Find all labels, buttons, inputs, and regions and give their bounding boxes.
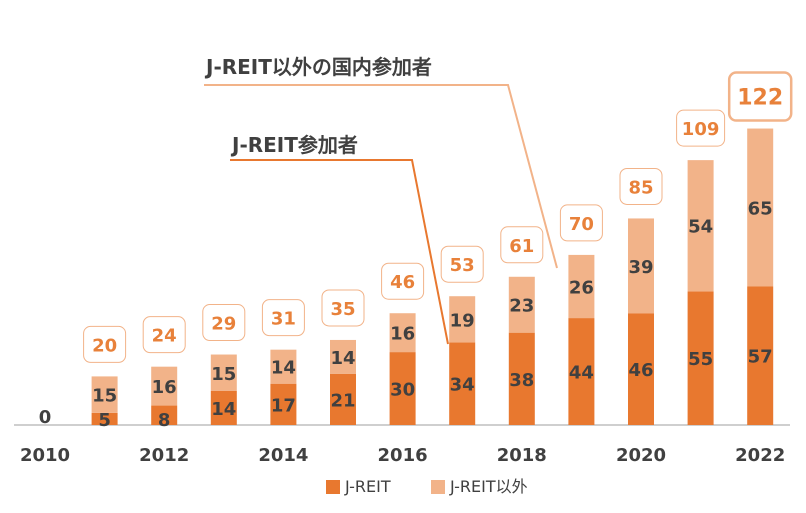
x-tick-2012: 2012 (139, 445, 189, 466)
bar-non-jreit-2013 (210, 354, 237, 391)
total-label-2017: 53 (450, 255, 475, 276)
total-label-2020: 85 (628, 177, 653, 198)
bar-non-jreit-2011 (91, 376, 118, 413)
x-tick-2010: 2010 (20, 445, 70, 466)
annotation-reit-leader (230, 159, 449, 345)
legend-swatch-non-reit (431, 480, 445, 494)
labels-group: 0 5 15 20 8 16 24 14 15 29 17 14 31 21 14 35 30 16 46 34 19 5… (39, 71, 793, 431)
data-label-non-jreit-2011: 15 (92, 386, 117, 407)
data-label-jreit-2011: 5 (98, 410, 111, 431)
bar-non-jreit-2017 (449, 296, 476, 343)
total-label-2019: 70 (569, 214, 594, 235)
bar-jreit-2022 (747, 286, 774, 425)
total-label-2015: 35 (330, 299, 355, 320)
bar-jreit-2013 (210, 390, 237, 425)
x-tick-labels: 2010 2012 2014 2016 2018 2020 2022 (20, 445, 785, 466)
data-label-jreit-2020: 46 (628, 360, 653, 381)
legend: J-REIT J-REIT以外 (326, 477, 528, 496)
total-label-2018: 61 (509, 236, 534, 257)
total-callout-2020 (619, 167, 663, 205)
x-tick-2016: 2016 (378, 445, 428, 466)
data-label-jreit-2016: 30 (390, 380, 415, 401)
total-label-2014: 31 (271, 309, 296, 330)
bar-jreit-2019 (568, 318, 595, 425)
data-label-jreit-2021: 55 (688, 349, 713, 370)
legend-label-reit: J-REIT (344, 477, 391, 496)
total-label-2012: 24 (152, 326, 177, 347)
data-label-non-jreit-2019: 26 (569, 277, 594, 298)
data-label-non-jreit-2017: 19 (450, 310, 475, 331)
bars-group (91, 128, 774, 425)
total-label-2013: 29 (211, 314, 236, 335)
total-label-2022: 122 (737, 86, 783, 111)
bar-jreit-2018 (508, 332, 535, 425)
bar-non-jreit-2020 (628, 218, 654, 314)
legend-label-non-reit: J-REIT以外 (449, 477, 528, 496)
data-label-jreit-2013: 14 (211, 399, 236, 420)
data-label-jreit-2012: 8 (158, 410, 171, 431)
total-callout-2016 (381, 262, 425, 300)
total-callout-2015 (321, 289, 365, 327)
bar-jreit-2021 (687, 291, 714, 425)
total-label-2011: 20 (92, 335, 117, 356)
bar-non-jreit-2021 (687, 160, 714, 292)
total-callout-2011 (83, 325, 127, 363)
data-label-non-jreit-2018: 23 (509, 296, 534, 317)
bar-non-jreit-2015 (330, 339, 356, 374)
x-tick-2022: 2022 (735, 445, 785, 466)
data-label-non-jreit-2015: 14 (330, 348, 355, 369)
x-tick-2018: 2018 (497, 445, 547, 466)
bar-jreit-2012 (151, 405, 178, 425)
data-label-non-jreit-2020: 39 (628, 257, 653, 278)
total-callout-2021 (676, 109, 726, 147)
annotation-reit-text: J-REIT参加者 (230, 133, 358, 157)
annotation-non-reit-leader (204, 84, 558, 269)
bar-jreit-2016 (389, 352, 416, 425)
data-label-jreit-2022: 57 (748, 347, 773, 368)
total-callout-2012 (142, 316, 186, 354)
bar-jreit-2014 (270, 383, 297, 425)
legend-swatch-reit (326, 480, 340, 494)
data-label-jreit-2017: 34 (450, 375, 475, 396)
data-label-jreit-2019: 44 (569, 363, 594, 384)
total-callout-2014 (261, 299, 305, 337)
total-label-2021: 109 (682, 119, 720, 140)
data-label-jreit-2014: 17 (271, 395, 296, 416)
total-label-2016: 46 (390, 272, 415, 293)
x-tick-2020: 2020 (616, 445, 666, 466)
bar-jreit-2017 (449, 342, 476, 425)
annotation-non-reit-text: J-REIT以外の国内参加者 (204, 55, 432, 79)
bar-non-jreit-2019 (568, 254, 595, 319)
annotation-reit: J-REIT参加者 (230, 133, 449, 345)
data-label-non-jreit-2016: 16 (390, 324, 415, 345)
data-label-jreit-2018: 38 (509, 370, 534, 391)
bar-jreit-2011 (91, 412, 118, 425)
bar-jreit-2015 (330, 373, 356, 425)
total-callout-2013 (202, 304, 246, 342)
x-tick-2014: 2014 (258, 445, 308, 466)
data-label-non-jreit-2014: 14 (271, 358, 296, 379)
data-label-non-jreit-2021: 54 (688, 217, 713, 238)
bar-non-jreit-2018 (508, 276, 535, 333)
data-label-non-jreit-2012: 16 (152, 377, 177, 398)
data-label-non-jreit-2013: 15 (211, 364, 236, 385)
total-callout-2022 (727, 71, 793, 122)
total-callout-2019 (559, 204, 603, 242)
bar-jreit-2020 (628, 313, 654, 425)
data-label-jreit-2015: 21 (330, 390, 355, 411)
total-callout-2017 (440, 245, 484, 283)
bar-non-jreit-2016 (389, 313, 416, 353)
bar-non-jreit-2014 (270, 349, 297, 384)
bar-non-jreit-2022 (747, 128, 774, 287)
bar-non-jreit-2012 (151, 366, 178, 406)
annotation-non-reit: J-REIT以外の国内参加者 (204, 55, 558, 269)
total-callout-2018 (500, 226, 544, 264)
data-label-non-jreit-2022: 65 (748, 199, 773, 220)
data-label-jreit-2010: 0 (39, 407, 52, 428)
